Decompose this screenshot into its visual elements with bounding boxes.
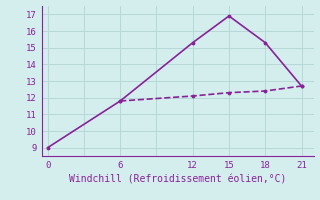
X-axis label: Windchill (Refroidissement éolien,°C): Windchill (Refroidissement éolien,°C) — [69, 174, 286, 184]
